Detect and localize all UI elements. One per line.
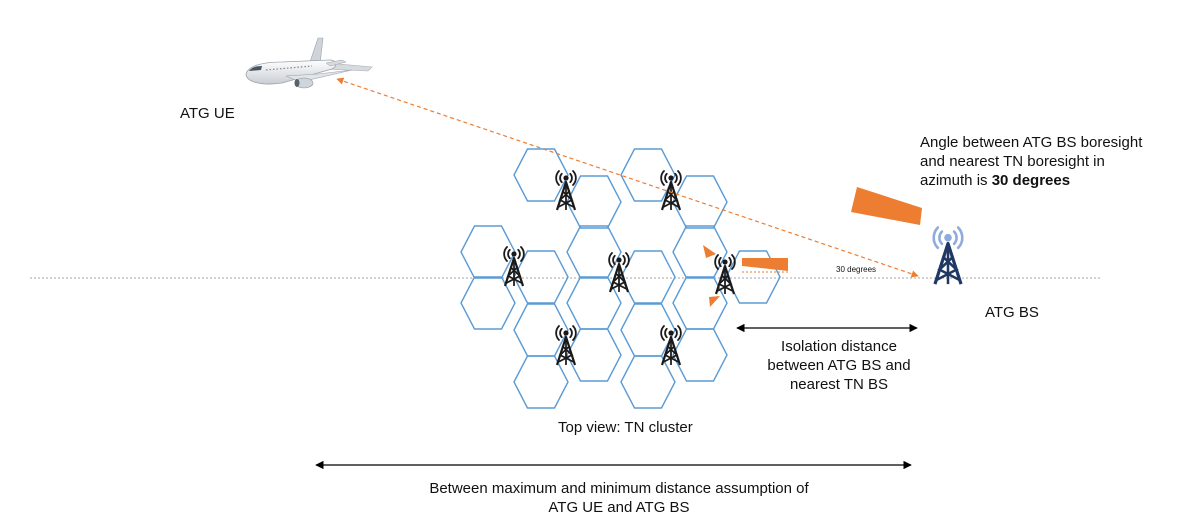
tn-hex-cell xyxy=(566,225,622,279)
range-note: Between maximum and minimum distance ass… xyxy=(369,479,869,517)
cell-tower-icon xyxy=(555,325,577,366)
range-note-line1: Between maximum and minimum distance ass… xyxy=(429,480,809,497)
tn-hex-cell xyxy=(566,328,622,382)
isolation-note-line2: between ATG BS and xyxy=(767,357,911,374)
angle-note-prefix: azimuth is xyxy=(920,172,992,189)
tn-sector-indicators xyxy=(703,245,788,307)
airplane-icon xyxy=(245,37,373,89)
cluster-caption: Top view: TN cluster xyxy=(558,419,693,436)
cell-tower-icon xyxy=(660,325,682,366)
angle-note-value: 30 degrees xyxy=(991,172,1071,189)
tn-hex-cell xyxy=(460,276,516,330)
angle-note-line3: azimuth is 30 degrees xyxy=(920,171,1142,190)
isolation-note-line1: Isolation distance xyxy=(781,338,897,355)
tn-sector-small-down xyxy=(709,296,720,307)
cell-tower-icon xyxy=(714,254,736,295)
tn-hex-cell xyxy=(620,355,676,409)
tn-sector-wedge xyxy=(742,258,788,271)
angle-note-line1: Angle between ATG BS boresight xyxy=(920,134,1143,151)
isolation-note: Isolation distance between ATG BS and ne… xyxy=(739,337,939,394)
tn-hex-cell xyxy=(460,225,516,279)
tn-hex-cell xyxy=(672,328,728,382)
atg-bs-label: ATG BS xyxy=(985,304,1039,321)
tn-hex-cell xyxy=(672,175,728,229)
cell-tower-icon xyxy=(608,252,630,293)
atg-ue-label: ATG UE xyxy=(180,105,235,122)
tn-hex-cell xyxy=(672,225,728,279)
range-note-line2: ATG UE and ATG BS xyxy=(548,499,690,516)
atg-tower-icon xyxy=(932,226,964,285)
angle-small-label: 30 degrees xyxy=(836,265,876,274)
atg-link-dashed-arrow xyxy=(336,77,919,278)
tn-sector-small-up xyxy=(703,245,716,258)
angle-note-line2: and nearest TN boresight in xyxy=(920,153,1105,170)
tn-hex-cell xyxy=(513,355,569,409)
isolation-note-line3: nearest TN BS xyxy=(789,376,889,393)
angle-note: Angle between ATG BS boresight and neare… xyxy=(920,133,1142,190)
atg-bs-boresight-wedge xyxy=(851,187,922,225)
